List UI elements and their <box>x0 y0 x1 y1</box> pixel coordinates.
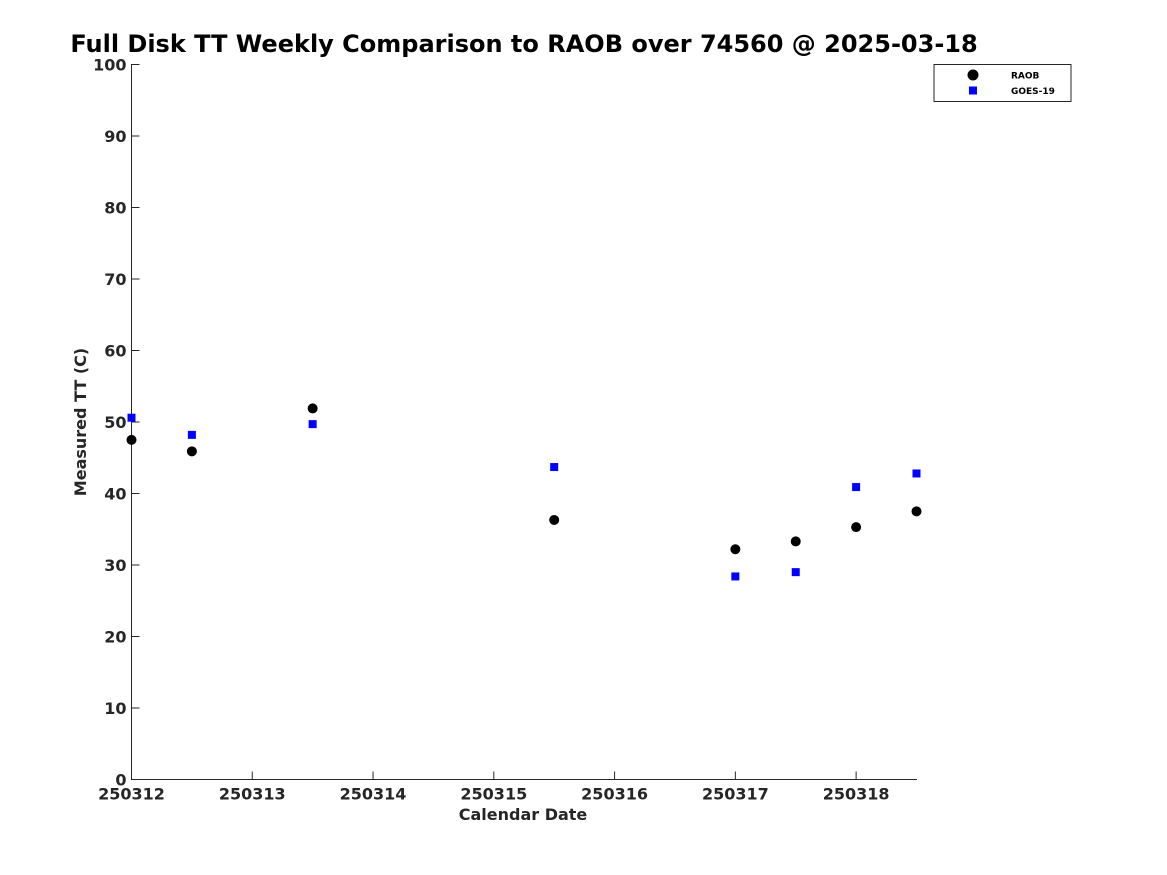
y-tick-label: 0 <box>115 771 126 790</box>
point-goes19 <box>550 463 559 472</box>
y-tick-label: 50 <box>104 413 126 432</box>
point-raob <box>730 544 741 555</box>
legend-label-raob: RAOB <box>1011 72 1040 82</box>
y-tick-label: 80 <box>104 199 126 218</box>
point-goes19 <box>731 572 740 581</box>
point-raob <box>307 403 318 414</box>
point-raob <box>911 506 922 517</box>
x-tick-label: 250317 <box>702 785 769 804</box>
y-tick-label: 30 <box>104 556 126 575</box>
point-raob <box>126 434 137 445</box>
legend-label-goes19: GOES-19 <box>1011 87 1055 97</box>
point-goes19 <box>852 483 861 492</box>
y-axis-label: Measured TT (C) <box>71 348 90 496</box>
point-raob <box>549 514 560 525</box>
x-axis-ticks: 250312 250313 250314 250315 250316 250317 2503… <box>98 771 890 804</box>
point-raob <box>851 522 862 533</box>
y-tick-label: 90 <box>104 127 126 146</box>
y-axis-ticks: 0 10 20 30 40 50 60 70 80 90 100 <box>93 56 140 790</box>
x-axis-label: Calendar Date <box>459 805 588 824</box>
x-tick-label: 250314 <box>340 785 407 804</box>
y-tick-label: 100 <box>93 56 126 75</box>
legend-marker-raob <box>967 69 979 81</box>
y-tick-label: 70 <box>104 270 126 289</box>
x-tick-label: 250316 <box>581 785 648 804</box>
chart-title: Full Disk TT Weekly Comparison to RAOB o… <box>70 30 977 58</box>
y-tick-label: 10 <box>104 699 126 718</box>
point-goes19 <box>127 413 136 422</box>
y-tick-label: 60 <box>104 342 126 361</box>
x-tick-label: 250312 <box>98 785 165 804</box>
point-goes19 <box>308 420 317 429</box>
y-tick-label: 20 <box>104 628 126 647</box>
y-tick-label: 40 <box>104 485 126 504</box>
plot-axes <box>131 64 917 780</box>
point-raob <box>186 446 197 457</box>
point-raob <box>790 536 801 547</box>
x-tick-label: 250313 <box>219 785 286 804</box>
x-tick-label: 250318 <box>823 785 890 804</box>
legend: RAOB GOES-19 <box>933 64 1072 102</box>
point-goes19 <box>791 568 800 577</box>
legend-marker-goes19 <box>969 86 977 95</box>
point-goes19 <box>912 469 921 478</box>
x-tick-label: 250315 <box>460 785 527 804</box>
data-points <box>126 403 922 581</box>
legend-box <box>933 64 1072 102</box>
point-goes19 <box>187 430 196 439</box>
